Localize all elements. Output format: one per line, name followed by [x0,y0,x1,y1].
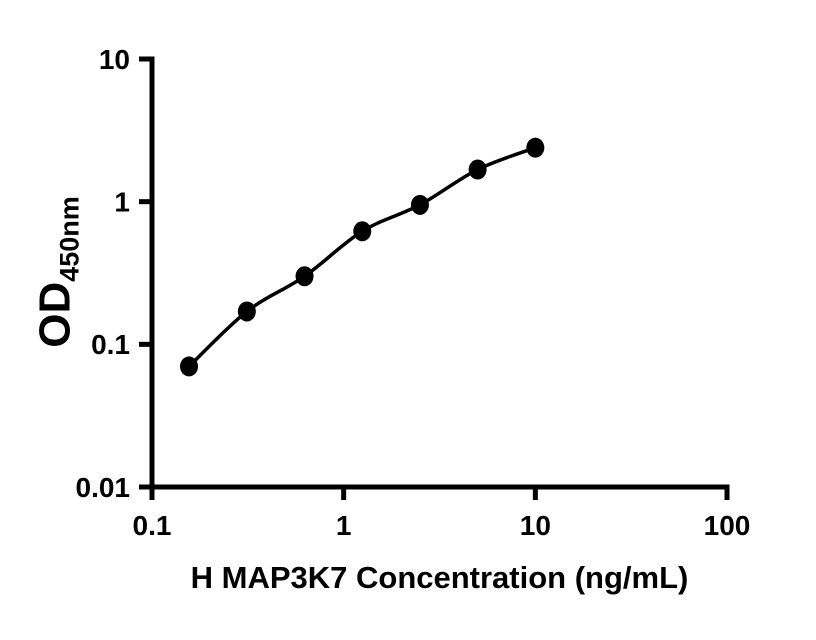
x-tick-label: 100 [704,510,751,541]
x-axis-title: H MAP3K7 Concentration (ng/mL) [190,560,689,595]
axis-spine [149,56,730,490]
data-point [468,159,487,180]
data-point [295,266,314,287]
x-tick-label: 10 [520,510,551,541]
data-point [353,221,372,242]
y-axis-title-main: OD [30,281,80,348]
y-tick-label: 10 [99,44,130,75]
y-tick-label: 1 [114,186,130,217]
data-point [526,137,545,158]
x-tick-label: 1 [336,510,352,541]
y-tick-label: 0.01 [76,472,131,503]
y-tick-label: 0.1 [91,329,130,360]
y-axis-title-subscript: 450nm [54,196,85,282]
data-point [410,194,429,215]
x-tick-label: 0.1 [133,510,172,541]
data-point [180,356,199,377]
data-point [237,301,256,322]
fit-curve [187,146,536,368]
y-axis-title: OD450nm [31,196,86,348]
